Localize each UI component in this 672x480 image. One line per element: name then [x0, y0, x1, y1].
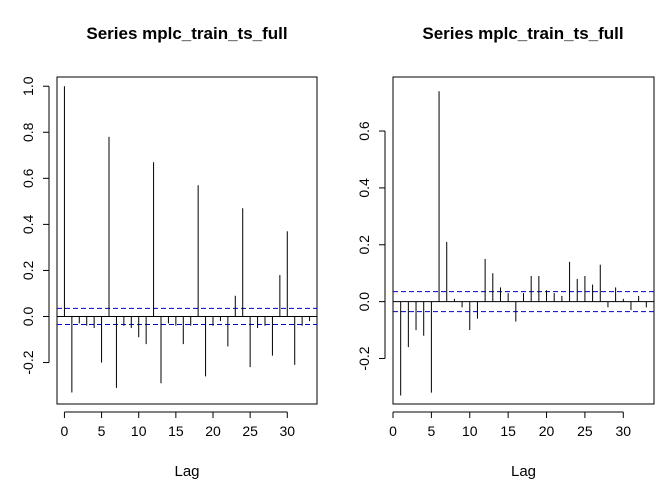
x-tick-label: 10	[131, 423, 147, 439]
y-tick-label: 0.0	[20, 307, 36, 327]
x-tick-label: 0	[61, 423, 69, 439]
chart-panel-1: Series mplc_train_ts_full 0 5 10 15 20 25 30 -0.…	[20, 24, 318, 480]
y-tick-label: 0.8	[20, 122, 36, 142]
y-tick-label: 0.4	[356, 178, 372, 198]
y-tick-label: 0.2	[356, 235, 372, 255]
x-tick-label: 5	[98, 423, 106, 439]
x-axis-label: Lag	[174, 463, 199, 480]
y-tick-label: 0.6	[20, 168, 36, 188]
y-tick-label: 0.6	[356, 121, 372, 141]
x-tick-label: 30	[616, 423, 632, 439]
y-tick-label: 0.0	[356, 292, 372, 312]
x-tick-label: 25	[577, 423, 593, 439]
x-tick-label: 25	[242, 423, 258, 439]
x-tick-label: 15	[500, 423, 516, 439]
chart-title: Series mplc_train_ts_full	[422, 24, 623, 43]
plot-frame	[56, 76, 318, 405]
y-tick-label: 0.2	[20, 260, 36, 280]
y-tick-label: -0.2	[20, 350, 36, 374]
x-tick-label: 5	[427, 423, 435, 439]
x-axis-label: Lag	[511, 463, 536, 480]
plot-frame	[392, 76, 655, 405]
x-tick-label: 15	[168, 423, 184, 439]
x-tick-label: 20	[205, 423, 221, 439]
x-tick-label: 30	[279, 423, 295, 439]
chart-title: Series mplc_train_ts_full	[86, 24, 287, 43]
x-tick-label: 10	[462, 423, 478, 439]
y-tick-label: 0.4	[20, 214, 36, 234]
x-tick-label: 20	[539, 423, 555, 439]
chart-panel-2: Series mplc_train_ts_full 0 5 10 15 20 25 30 -0.…	[356, 24, 655, 480]
x-tick-label: 0	[389, 423, 397, 439]
y-tick-label: -0.2	[356, 346, 372, 370]
y-tick-label: 1.0	[20, 76, 36, 96]
